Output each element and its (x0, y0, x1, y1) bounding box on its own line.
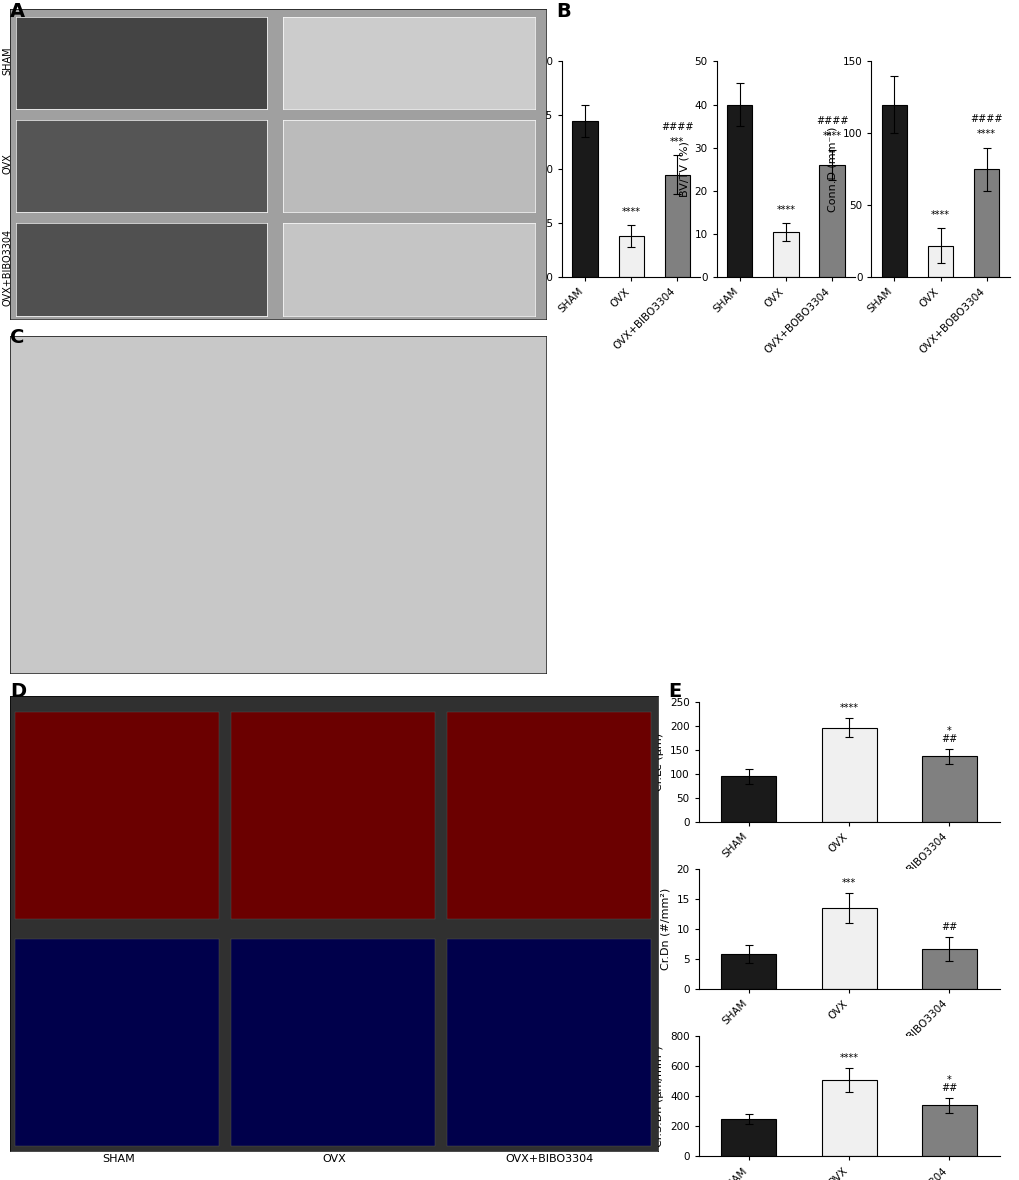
Y-axis label: Cr.Dn (#/mm²): Cr.Dn (#/mm²) (660, 889, 671, 970)
Bar (973, 169, 999, 277)
Y-axis label: Cr.Le (μm): Cr.Le (μm) (654, 733, 663, 791)
Y-axis label: BMD (g/cm³): BMD (g/cm³) (514, 135, 524, 204)
Text: B: B (555, 2, 570, 21)
Y-axis label: BV/TV (%): BV/TV (%) (679, 142, 689, 197)
Y-axis label: Cr.S.Dn (μm/mm²): Cr.S.Dn (μm/mm²) (654, 1045, 663, 1147)
Text: ####: #### (660, 122, 693, 131)
Bar (664, 175, 689, 277)
Text: ****: **** (930, 210, 949, 219)
Text: ****: **** (821, 131, 841, 142)
Bar (820, 728, 876, 822)
Bar (720, 776, 775, 822)
Text: ##: ## (941, 734, 957, 745)
Text: OVX+BIBO3304: OVX+BIBO3304 (505, 1154, 593, 1163)
Text: OVX+BIBO3304: OVX+BIBO3304 (2, 229, 12, 306)
Bar (618, 236, 643, 277)
Bar (820, 1080, 876, 1156)
Text: ****: **** (839, 1053, 858, 1063)
Text: ****: **** (622, 206, 640, 217)
Text: ****: **** (775, 204, 795, 215)
Text: ##: ## (941, 1083, 957, 1093)
Text: SHAM: SHAM (102, 1154, 135, 1163)
Text: ****: **** (839, 703, 858, 713)
Bar (818, 165, 844, 277)
Text: E: E (667, 682, 681, 701)
Bar (572, 120, 597, 277)
Text: OVX: OVX (2, 153, 12, 175)
Text: *: * (947, 726, 951, 736)
Text: A: A (10, 2, 25, 21)
Text: *: * (947, 1075, 951, 1084)
Bar (772, 232, 798, 277)
Text: ####: #### (815, 116, 848, 126)
Bar (720, 955, 775, 989)
Text: ***: *** (842, 878, 855, 889)
Text: C: C (10, 328, 24, 347)
Bar (921, 949, 976, 989)
Bar (921, 756, 976, 822)
Bar (921, 1106, 976, 1156)
Text: ####: #### (969, 114, 1002, 124)
Text: OVX: OVX (322, 1154, 345, 1163)
Bar (881, 105, 906, 277)
Text: SHAM: SHAM (2, 47, 12, 76)
Text: ****: **** (976, 129, 996, 139)
Text: ***: *** (669, 137, 684, 146)
Bar (927, 245, 953, 277)
Text: ##: ## (941, 923, 957, 932)
Bar (720, 1119, 775, 1156)
Bar (727, 105, 752, 277)
Y-axis label: Conn.D (mm⁻³): Conn.D (mm⁻³) (826, 126, 837, 212)
Bar (820, 909, 876, 989)
Text: D: D (10, 682, 26, 701)
